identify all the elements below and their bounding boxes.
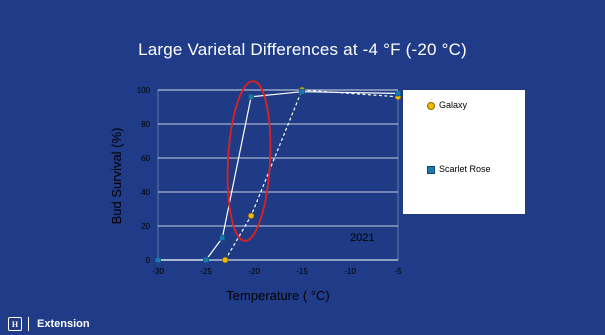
y-tick-label: 100 bbox=[137, 86, 151, 95]
y-tick-label: 60 bbox=[141, 154, 150, 163]
y-tick-label: 20 bbox=[141, 222, 150, 231]
x-axis-label: Temperature ( °C) bbox=[226, 288, 329, 303]
y-axis-label: Bud Survival (%) bbox=[109, 128, 124, 225]
data-point-galaxy bbox=[248, 212, 255, 219]
x-tick-label: -30 bbox=[152, 267, 164, 276]
y-tick-label: 80 bbox=[141, 120, 150, 129]
circle-marker-icon bbox=[427, 102, 435, 110]
plot-area bbox=[157, 89, 399, 261]
x-tick-label: -25 bbox=[200, 267, 212, 276]
legend-item-scarlet-rose: Scarlet Rose bbox=[427, 164, 491, 174]
legend-label-galaxy: Galaxy bbox=[439, 100, 468, 110]
legend: Galaxy Scarlet Rose bbox=[403, 90, 525, 214]
legend-item-galaxy: Galaxy bbox=[427, 100, 468, 110]
x-tick-label: -20 bbox=[248, 267, 260, 276]
legend-label-scarlet-rose: Scarlet Rose bbox=[439, 164, 491, 174]
square-marker-icon bbox=[427, 166, 435, 174]
data-point-scarlet-rose bbox=[299, 88, 305, 95]
data-point-scarlet-rose bbox=[155, 257, 161, 263]
series-line-scarlet-rose bbox=[158, 91, 399, 261]
data-point-scarlet-rose bbox=[395, 90, 401, 97]
y-tick-label: 0 bbox=[146, 256, 151, 265]
x-tick-label: -15 bbox=[296, 267, 308, 276]
data-point-scarlet-rose bbox=[248, 93, 255, 100]
footer-extension-label: Extension bbox=[37, 318, 90, 330]
university-logo-icon: H bbox=[8, 317, 22, 331]
slide-title: Large Varietal Differences at -4 °F (-20… bbox=[138, 40, 467, 59]
x-tick-label: -5 bbox=[394, 267, 402, 276]
footer: H Extension bbox=[8, 316, 90, 332]
series bbox=[155, 86, 402, 264]
footer-divider bbox=[28, 317, 29, 331]
gridlines bbox=[158, 89, 398, 227]
data-point-scarlet-rose bbox=[203, 257, 209, 263]
data-point-scarlet-rose bbox=[219, 235, 226, 241]
annotation-ellipse bbox=[226, 80, 272, 242]
data-point-galaxy bbox=[222, 256, 229, 264]
annotation-year: 2021 bbox=[350, 232, 374, 244]
y-tick-label: 40 bbox=[141, 188, 150, 197]
x-tick-label: -10 bbox=[344, 267, 356, 276]
